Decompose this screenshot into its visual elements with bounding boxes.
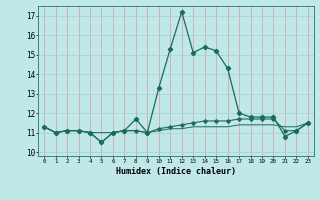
X-axis label: Humidex (Indice chaleur): Humidex (Indice chaleur) xyxy=(116,167,236,176)
